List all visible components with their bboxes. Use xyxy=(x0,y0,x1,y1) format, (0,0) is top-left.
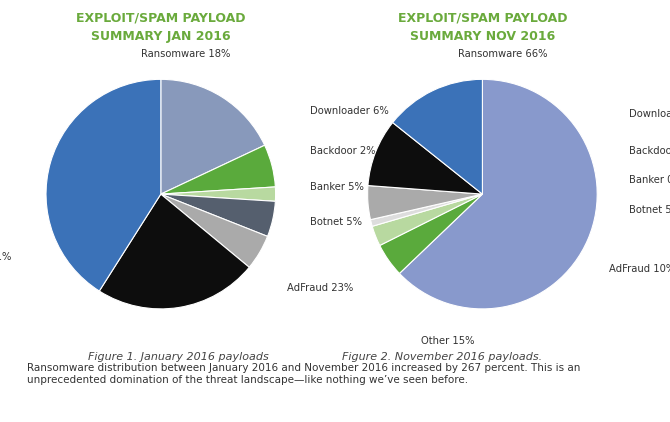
Text: Other 41%: Other 41% xyxy=(0,252,11,262)
Title: EXPLOIT/SPAM PAYLOAD
SUMMARY JAN 2016: EXPLOIT/SPAM PAYLOAD SUMMARY JAN 2016 xyxy=(76,11,245,43)
Wedge shape xyxy=(373,194,482,246)
Text: Figure 2. November 2016 payloads.: Figure 2. November 2016 payloads. xyxy=(342,352,542,362)
Wedge shape xyxy=(161,145,275,194)
Wedge shape xyxy=(368,122,482,194)
Wedge shape xyxy=(99,194,249,309)
Wedge shape xyxy=(399,79,597,309)
Wedge shape xyxy=(161,79,265,194)
Wedge shape xyxy=(161,194,275,236)
Text: Downloader 6%: Downloader 6% xyxy=(310,106,389,116)
Text: Downloader 5%: Downloader 5% xyxy=(629,109,670,119)
Text: AdFraud 23%: AdFraud 23% xyxy=(287,283,353,293)
Wedge shape xyxy=(371,194,482,226)
Text: Botnet 5%: Botnet 5% xyxy=(629,205,670,215)
Text: Backdoor 2%: Backdoor 2% xyxy=(310,146,376,155)
Wedge shape xyxy=(161,187,275,201)
Title: EXPLOIT/SPAM PAYLOAD
SUMMARY NOV 2016: EXPLOIT/SPAM PAYLOAD SUMMARY NOV 2016 xyxy=(398,11,567,43)
Wedge shape xyxy=(46,79,161,291)
Text: Botnet 5%: Botnet 5% xyxy=(310,216,362,227)
Text: AdFraud 10%: AdFraud 10% xyxy=(608,264,670,274)
Text: Figure 1. January 2016 payloads: Figure 1. January 2016 payloads xyxy=(88,352,269,362)
Wedge shape xyxy=(393,79,482,194)
Text: Ransomware 66%: Ransomware 66% xyxy=(458,49,548,59)
Text: Backdoor 3%: Backdoor 3% xyxy=(629,146,670,155)
Text: Banker 5%: Banker 5% xyxy=(310,182,364,192)
Text: Banker 0%: Banker 0% xyxy=(629,176,670,185)
Text: Ransomware 18%: Ransomware 18% xyxy=(141,49,230,59)
Wedge shape xyxy=(380,194,482,273)
Text: Ransomware distribution between January 2016 and November 2016 increased by 267 : Ransomware distribution between January … xyxy=(27,363,580,384)
Wedge shape xyxy=(368,186,482,220)
Text: Other 15%: Other 15% xyxy=(421,336,475,346)
Wedge shape xyxy=(161,194,267,267)
